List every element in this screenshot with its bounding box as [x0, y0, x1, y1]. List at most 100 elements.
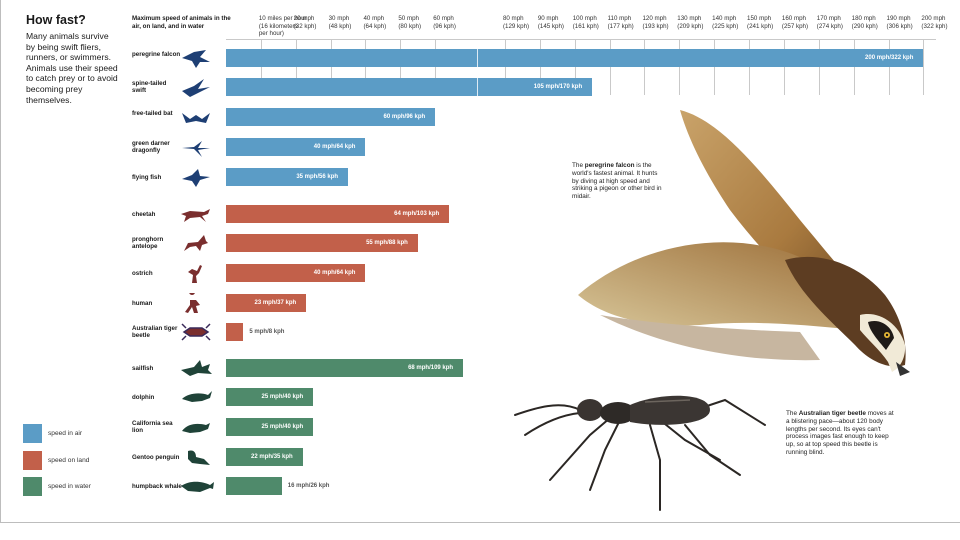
falcon-annotation: The peregrine falcon is the world's fast… — [572, 162, 664, 201]
tick-mph: 90 mph — [537, 15, 559, 22]
tick-line-150 — [749, 39, 751, 95]
tick-mph: 10 miles per hour — [258, 15, 307, 22]
row-label: spine-tailed swift — [132, 80, 167, 95]
bar-value-label: 5 mph/8 kph — [249, 329, 285, 335]
falcon-annotation-bold: peregrine falcon — [584, 162, 635, 169]
bar-peregrine-falcon — [226, 49, 924, 67]
tick-label-140: 140 mph (225 kph) — [712, 15, 738, 30]
axis-baseline — [226, 39, 936, 40]
tick-mph: 200 mph — [921, 15, 946, 22]
tick-mph: 20 mph — [293, 15, 315, 22]
tick-label-180: 180 mph (290 kph) — [852, 15, 878, 30]
ostrich-icon — [188, 265, 202, 283]
tick-kph: (129 kph) — [502, 22, 530, 30]
beetle-annotation-pre: The — [786, 410, 799, 417]
penguin-icon — [188, 450, 210, 465]
bottom-border — [0, 522, 960, 523]
tick-line-20 — [295, 39, 297, 95]
tick-line-30 — [330, 39, 332, 95]
tick-label-50: 50 mph (80 kph) — [398, 15, 421, 30]
tick-line-200 — [923, 39, 925, 95]
tick-kph: (193 kph) — [642, 22, 669, 30]
tick-label-160: 160 mph (257 kph) — [782, 15, 808, 30]
row-label: cheetah — [132, 211, 156, 218]
tick-kph: (80 kph) — [398, 22, 422, 30]
tick-kph: (32 kph) — [293, 22, 317, 30]
legend-swatch-water — [23, 477, 42, 496]
tick-line-90 — [539, 39, 541, 95]
tick-line-190 — [888, 39, 890, 95]
antelope-icon — [184, 235, 208, 251]
beetle-annotation-post: moves at a blistering pace—about 120 bod… — [786, 410, 894, 456]
tick-label-150: 150 mph (241 kph) — [747, 15, 773, 30]
tick-label-100: 100 mph (161 kph) — [573, 15, 599, 30]
bar-value-label: 60 mph/96 kph — [383, 114, 426, 120]
row-label: pronghorn antelope — [132, 236, 164, 251]
axis-title: Maximum speed of animals in the air, on … — [132, 15, 231, 30]
tick-kph: (177 kph) — [607, 22, 634, 30]
beetle-annotation: The Australian tiger beetle moves at a b… — [786, 410, 898, 457]
legend-label-air: speed in air — [48, 430, 83, 437]
tick-kph: (96 kph) — [433, 22, 456, 30]
bar-green-darner-dragonfly — [226, 138, 366, 156]
tick-extra: per hour) — [258, 30, 284, 38]
left-border — [0, 0, 1, 522]
tick-label-190: 190 mph (306 kph) — [887, 15, 913, 30]
bat-icon — [182, 113, 210, 123]
cheetah-icon — [181, 209, 210, 222]
bar-cheetah — [226, 205, 450, 223]
dolphin-icon — [182, 391, 212, 402]
tick-line-110 — [609, 39, 611, 95]
falcon-illustration — [578, 110, 910, 376]
tick-line-160 — [783, 39, 785, 95]
row-label: flying fish — [132, 174, 162, 181]
tick-label-80: 80 mph (129 kph) — [503, 15, 529, 30]
axis-break — [477, 78, 479, 96]
tick-label-30: 30 mph (48 kph) — [329, 15, 352, 30]
tick-mph: 140 mph — [712, 15, 737, 22]
bar-value-label: 40 mph/64 kph — [313, 270, 356, 276]
tick-mph: 50 mph — [398, 15, 419, 22]
tick-label-200: 200 mph (322 kph) — [921, 15, 947, 30]
tick-kph: (48 kph) — [328, 22, 352, 30]
bar-free-tailed-bat — [226, 108, 436, 126]
bar-dolphin — [226, 388, 314, 406]
sailfish-icon — [181, 360, 212, 376]
tick-line-50 — [400, 39, 402, 95]
axis-break — [477, 49, 479, 67]
bar-value-label: 64 mph/103 kph — [394, 211, 440, 217]
bar-ostrich — [226, 264, 366, 282]
tick-line-170 — [818, 39, 820, 95]
beetle-illustration — [514, 395, 766, 511]
bar-value-label: 22 mph/35 kph — [251, 454, 293, 460]
legend-swatch-air — [23, 424, 42, 443]
tick-mph: 120 mph — [642, 15, 667, 22]
tick-kph: (290 kph) — [851, 22, 878, 30]
tick-kph: (145 kph) — [537, 22, 564, 30]
tick-mph: 170 mph — [816, 15, 841, 22]
tick-line-40 — [365, 39, 367, 95]
tick-kph: (241 kph) — [747, 22, 774, 30]
row-label: peregrine falcon — [132, 51, 181, 58]
falcon-annotation-post: is the world's fastest animal. It hunts … — [572, 162, 662, 201]
bar-value-label: 105 mph/170 kph — [533, 84, 583, 90]
tick-line-80 — [504, 39, 506, 95]
tick-kph: (209 kph) — [677, 22, 704, 30]
tick-line-130 — [679, 39, 681, 95]
row-label: humpback whale — [132, 483, 182, 490]
tick-label-120: 120 mph (193 kph) — [642, 15, 668, 30]
tick-label-110: 110 mph (177 kph) — [608, 15, 634, 30]
sea-lion-icon — [182, 423, 210, 433]
tick-mph: 180 mph — [851, 15, 876, 22]
bar-gentoo-penguin — [226, 448, 303, 466]
bar-california-sea-lion — [226, 418, 314, 436]
tick-label-20: 20 mph (32 kph) — [294, 15, 317, 30]
bar-value-label: 23 mph/37 kph — [254, 300, 297, 306]
row-label: green darner dragonfly — [132, 140, 170, 155]
tick-kph: (64 kph) — [363, 22, 387, 30]
bar-value-label: 16 mph/26 kph — [287, 483, 330, 489]
flying-fish-icon — [182, 169, 210, 187]
tick-kph: (16 kilometers — [258, 22, 298, 30]
tick-line-120 — [644, 39, 646, 95]
bar-human — [226, 294, 307, 312]
